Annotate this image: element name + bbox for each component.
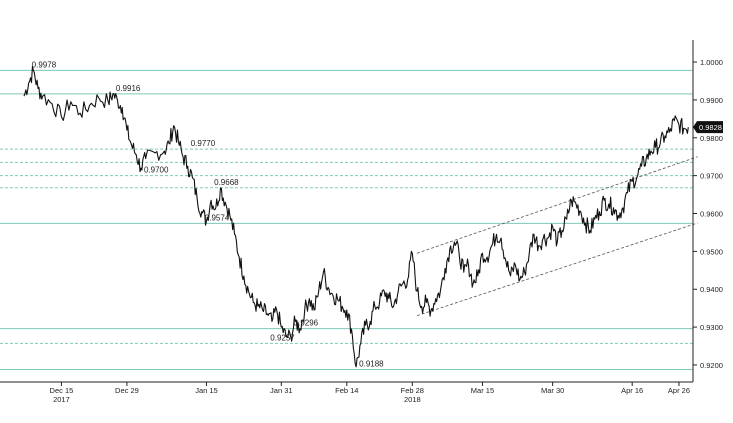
last-value-label: 0.9828: [699, 123, 722, 132]
y-tick-label: 0.9400: [700, 285, 723, 294]
x-tick-label: Mar 30: [541, 386, 564, 395]
y-tick-label: 0.9600: [700, 210, 723, 219]
trend-channel: [416, 156, 698, 317]
y-tick-label: 0.9300: [700, 323, 723, 332]
x-tick-label: Dec 15: [50, 386, 74, 395]
level-label: 0.9668: [214, 178, 239, 187]
x-tick-label: Feb 28: [401, 386, 424, 395]
y-tick-label: 0.9200: [700, 361, 723, 370]
support-resistance-levels: [0, 69, 693, 371]
last-value-tag: 0.9828: [693, 121, 723, 134]
y-tick-label: 0.9700: [700, 172, 723, 181]
year-label: 2017: [53, 395, 70, 404]
level-label: 0.9700: [144, 166, 169, 175]
chart-axes: 1.0000 0.9900 0.9800 0.9700 0.9600 0.9500 0.94…: [0, 40, 723, 404]
x-tick-label: Apr 26: [668, 386, 690, 395]
level-label: 0.9296: [294, 319, 319, 328]
level-annotations: 0.9978 0.9916 0.9770 0.9700 0.9668 0.9574 0.92…: [32, 60, 385, 368]
year-label: 2018: [404, 395, 421, 404]
x-tick-label: Jan 31: [270, 386, 293, 395]
y-tick-label: 0.9800: [700, 134, 723, 143]
x-tick-label: Dec 29: [115, 386, 139, 395]
x-tick-label: Jan 15: [195, 386, 218, 395]
level-label: 0.9770: [191, 139, 216, 148]
x-tick-label: Feb 14: [335, 386, 358, 395]
last-value-badge: [693, 121, 723, 134]
x-tick-label: Mar 15: [471, 386, 494, 395]
channel-line: [416, 156, 698, 254]
y-tick-label: 0.9900: [700, 96, 723, 105]
level-label: 0.9257: [270, 333, 295, 342]
y-tick-label: 1.0000: [700, 58, 723, 67]
channel-line: [416, 222, 698, 317]
level-label: 0.9574: [205, 213, 230, 222]
level-label: 0.9188: [359, 360, 384, 369]
level-label: 0.9978: [32, 60, 57, 69]
level-label: 0.9916: [116, 84, 141, 93]
x-tick-label: Apr 16: [621, 386, 643, 395]
y-tick-label: 0.9500: [700, 247, 723, 256]
price-line: [23, 65, 689, 368]
price-series: [23, 65, 689, 368]
